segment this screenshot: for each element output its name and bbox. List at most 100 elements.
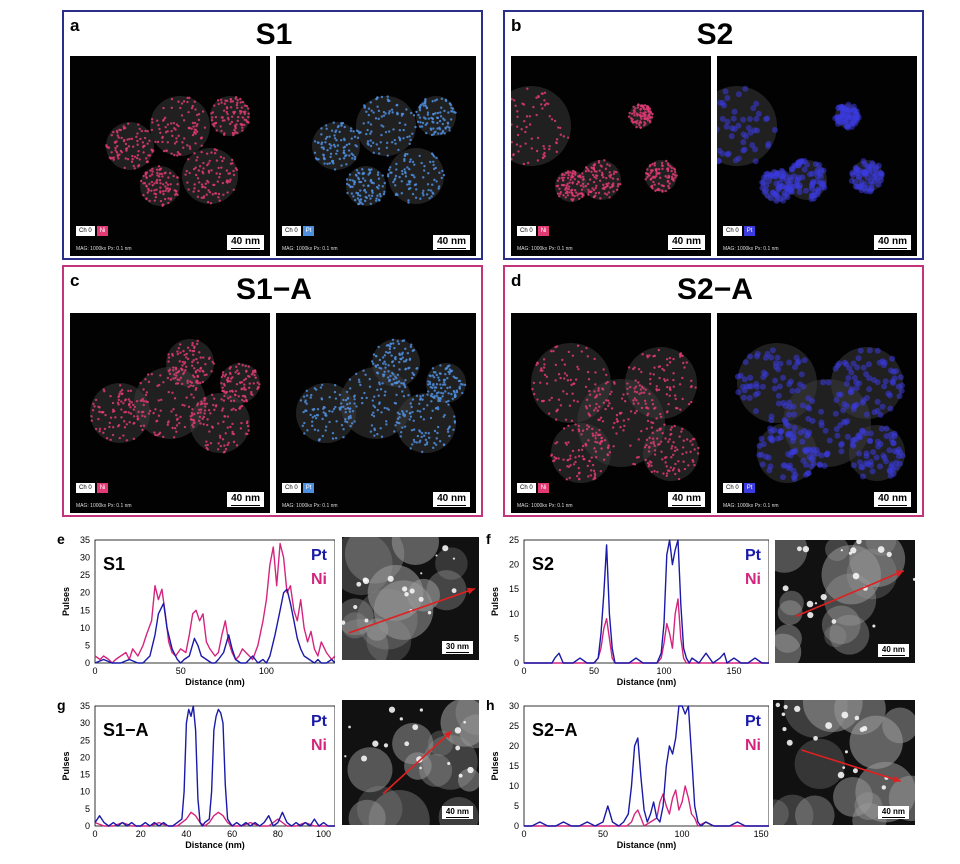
- x-tick-label: 80: [273, 829, 283, 839]
- x-tick-label: 100: [675, 829, 690, 839]
- y-tick-label: 15: [509, 761, 519, 771]
- channel-label: Ch 0: [517, 226, 536, 236]
- line-profile-e: e S1 0 5 10 15 20 25 30 35 0 50 100 Distance (nm) Puls…: [55, 528, 336, 693]
- eds-map-pt: Ch 0 Pt MAG: 1000kx Px: 0.1 nm 40 nm: [717, 313, 917, 513]
- series-line-pt: [94, 705, 335, 827]
- haadf-inset-e: 30 nm: [342, 537, 479, 660]
- y-tick-label: 35: [80, 701, 90, 711]
- arrow-head-icon: [895, 570, 904, 577]
- y-tick-label: 5: [85, 804, 90, 814]
- y-tick-label: 10: [80, 787, 90, 797]
- panel-letter: c: [70, 271, 80, 290]
- channel-legend: Ch 0 Pt: [723, 226, 756, 236]
- eds-map-ni: Ch 0 Ni MAG: 1000kx Px: 0.1 nm 40 nm: [70, 56, 270, 256]
- element-label: Ni: [537, 483, 550, 493]
- arrow-head-icon: [892, 775, 901, 783]
- mag-readout: MAG: 1000kx Px: 0.1 nm: [517, 503, 573, 509]
- eds-map-pt: Ch 0 Pt MAG: 1000kx Px: 0.1 nm 40 nm: [276, 313, 476, 513]
- line-scan-arrow: [382, 730, 453, 795]
- map-image: [312, 95, 457, 206]
- series-line-pt: [524, 705, 769, 827]
- mag-readout: MAG: 1000kx Px: 0.1 nm: [517, 246, 573, 252]
- scale-bar: 40 nm: [227, 492, 264, 507]
- series-line-pt: [94, 588, 336, 664]
- map-image: [296, 338, 467, 454]
- y-tick-label: 0: [514, 658, 519, 668]
- panel-letter: b: [511, 16, 522, 35]
- channel-label: Ch 0: [517, 483, 536, 493]
- mag-readout: MAG: 1000kx Px: 0.1 nm: [723, 246, 779, 252]
- element-label: Ni: [537, 226, 550, 236]
- x-tick-label: 0: [521, 666, 526, 676]
- series-line-ni: [524, 598, 769, 664]
- y-tick-label: 10: [509, 609, 519, 619]
- element-label: Ni: [96, 226, 109, 236]
- legend-ni: Ni: [311, 571, 327, 588]
- y-axis-label: Pulses: [61, 587, 71, 616]
- sample-label: S2: [532, 554, 554, 574]
- eds-map-pt: Ch 0 Pt MAG: 1000kx Px: 0.1 nm 40 nm: [717, 56, 917, 256]
- mag-readout: MAG: 1000kx Px: 0.1 nm: [76, 503, 132, 509]
- y-tick-label: 0: [85, 658, 90, 668]
- mag-readout: MAG: 1000kx Px: 0.1 nm: [723, 503, 779, 509]
- haadf-image: [775, 540, 915, 663]
- legend-pt: Pt: [745, 713, 762, 730]
- y-tick-label: 30: [80, 718, 90, 728]
- y-tick-label: 10: [509, 781, 519, 791]
- line-scan-arrow: [801, 749, 902, 783]
- panel-letter: h: [486, 698, 495, 713]
- eds-map-ni: Ch 0 Ni MAG: 1000kx Px: 0.1 nm 40 nm: [511, 313, 711, 513]
- line-profile-g: g S1−A 0 5 10 15 20 25 30 35 0 20 40 60 80 100 Distance …: [55, 697, 336, 858]
- arrow-head-icon: [443, 731, 452, 739]
- scale-bar: 40 nm: [877, 806, 909, 819]
- panel-title: S2−A: [677, 273, 753, 306]
- x-axis-label: Distance (nm): [185, 840, 245, 850]
- scale-bar: 40 nm: [441, 806, 473, 819]
- haadf-inset-f: 40 nm: [775, 540, 915, 663]
- line-profile-f: f S2 0 5 10 15 20 25 0 50 100 150 Distance (nm) Pulse…: [484, 528, 770, 693]
- x-tick-label: 50: [589, 666, 599, 676]
- map-image: [531, 343, 700, 483]
- scale-bar: 40 nm: [874, 492, 911, 507]
- scale-bar: 40 nm: [433, 235, 470, 250]
- y-tick-label: 20: [509, 560, 519, 570]
- y-tick-label: 0: [514, 821, 519, 831]
- element-label: Pt: [302, 226, 315, 236]
- scale-bar: 40 nm: [433, 492, 470, 507]
- legend-pt: Pt: [311, 713, 328, 730]
- legend-ni: Ni: [745, 571, 761, 588]
- panel-letter: a: [70, 16, 80, 35]
- sample-label: S1−A: [103, 720, 149, 740]
- x-tick-label: 50: [598, 829, 608, 839]
- x-tick-label: 60: [227, 829, 237, 839]
- channel-label: Ch 0: [282, 226, 301, 236]
- element-label: Pt: [743, 483, 756, 493]
- series-line-ni: [94, 542, 336, 664]
- x-axis-label: Distance (nm): [185, 677, 245, 687]
- x-tick-label: 0: [92, 829, 97, 839]
- y-axis-label: Pulses: [490, 751, 500, 780]
- y-tick-label: 15: [80, 605, 90, 615]
- map-image: [105, 95, 250, 208]
- x-tick-label: 100: [656, 666, 671, 676]
- map-image: [717, 85, 885, 204]
- line-scan-arrow: [348, 587, 476, 634]
- haadf-inset-h: 40 nm: [773, 700, 915, 825]
- element-label: Pt: [743, 226, 756, 236]
- map-image: [90, 339, 261, 454]
- legend-ni: Ni: [311, 737, 327, 754]
- scale-bar: 40 nm: [668, 235, 705, 250]
- haadf-inset-g: 40 nm: [342, 700, 479, 825]
- legend-ni: Ni: [745, 737, 761, 754]
- scale-bar: 40 nm: [668, 492, 705, 507]
- arrow-head-icon: [466, 587, 475, 595]
- panel-letter: f: [486, 531, 491, 547]
- y-axis-label: Pulses: [61, 751, 71, 780]
- y-tick-label: 30: [509, 701, 519, 711]
- x-tick-label: 100: [316, 829, 331, 839]
- mag-readout: MAG: 1000kx Px: 0.1 nm: [282, 503, 338, 509]
- x-tick-label: 0: [521, 829, 526, 839]
- panel-title: S1: [255, 18, 293, 51]
- scale-bar: 40 nm: [877, 644, 909, 657]
- scale-bar: 40 nm: [874, 235, 911, 250]
